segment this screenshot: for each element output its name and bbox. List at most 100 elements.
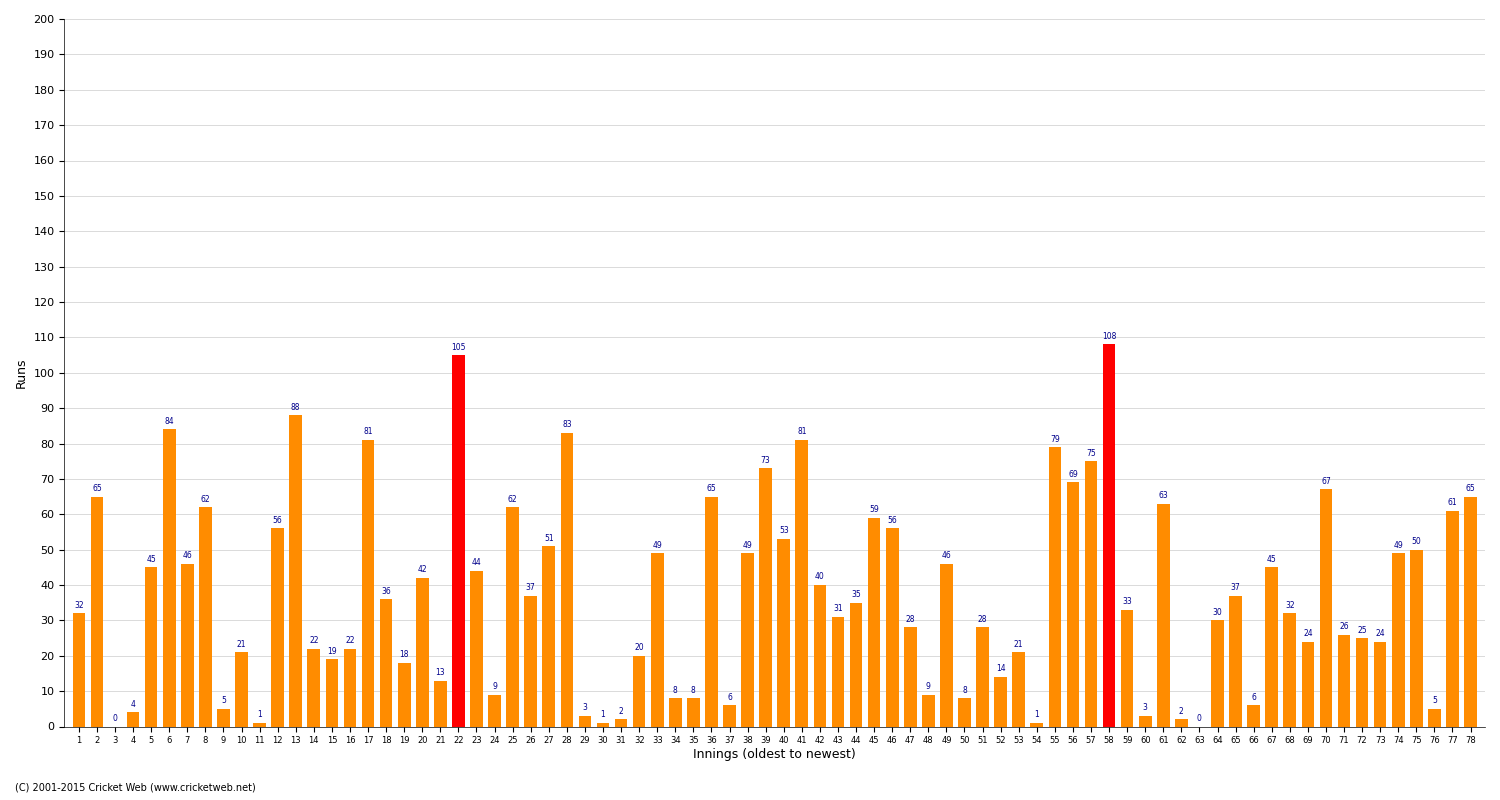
Text: 37: 37 (526, 583, 536, 592)
Text: 22: 22 (309, 636, 318, 645)
Text: 24: 24 (1376, 629, 1384, 638)
Bar (344, 649, 357, 726)
Bar (543, 546, 555, 726)
Text: 46: 46 (183, 551, 192, 560)
Text: 108: 108 (1102, 332, 1116, 341)
Text: 79: 79 (1050, 434, 1059, 443)
Bar (633, 656, 645, 726)
Bar (669, 698, 681, 726)
Text: 53: 53 (778, 526, 789, 535)
Bar (1446, 510, 1460, 726)
Text: 44: 44 (471, 558, 482, 567)
Bar (1230, 596, 1242, 726)
Text: 65: 65 (706, 484, 717, 493)
Bar (831, 617, 844, 726)
Bar (868, 518, 880, 726)
Text: 1: 1 (1035, 710, 1040, 719)
Bar (1120, 610, 1134, 726)
Text: 62: 62 (201, 494, 210, 504)
Bar (488, 694, 501, 726)
Bar (777, 539, 790, 726)
Bar (308, 649, 320, 726)
Text: 0: 0 (112, 714, 117, 723)
Text: (C) 2001-2015 Cricket Web (www.cricketweb.net): (C) 2001-2015 Cricket Web (www.cricketwe… (15, 782, 255, 792)
Bar (200, 507, 211, 726)
Bar (958, 698, 970, 726)
Text: 6: 6 (1251, 693, 1256, 702)
Text: 51: 51 (544, 534, 554, 542)
Text: 69: 69 (1068, 470, 1078, 479)
Bar (380, 599, 393, 726)
Bar (940, 564, 952, 726)
Text: 46: 46 (942, 551, 951, 560)
Text: 40: 40 (815, 573, 825, 582)
Bar (1174, 719, 1188, 726)
Bar (1013, 652, 1025, 726)
Bar (1284, 614, 1296, 726)
Text: 21: 21 (1014, 640, 1023, 649)
Text: 45: 45 (1268, 554, 1276, 564)
Bar (741, 553, 754, 726)
Bar (1464, 497, 1478, 726)
Text: 59: 59 (868, 506, 879, 514)
Bar (976, 627, 988, 726)
Text: 5: 5 (1432, 696, 1437, 706)
Text: 32: 32 (74, 601, 84, 610)
Text: 5: 5 (220, 696, 226, 706)
Y-axis label: Runs: Runs (15, 358, 28, 388)
Bar (1338, 634, 1350, 726)
Text: 81: 81 (363, 427, 374, 437)
Bar (182, 564, 194, 726)
Bar (705, 497, 718, 726)
Text: 6: 6 (728, 693, 732, 702)
Text: 37: 37 (1230, 583, 1240, 592)
Bar (398, 663, 411, 726)
Bar (1030, 723, 1042, 726)
Bar (1266, 567, 1278, 726)
Text: 42: 42 (417, 566, 428, 574)
Text: 21: 21 (237, 640, 246, 649)
Text: 67: 67 (1322, 477, 1330, 486)
Text: 1: 1 (600, 710, 606, 719)
Bar (217, 709, 229, 726)
Text: 61: 61 (1448, 498, 1458, 507)
Bar (723, 706, 736, 726)
Text: 81: 81 (796, 427, 807, 437)
Bar (1428, 709, 1440, 726)
Bar (795, 440, 808, 726)
Bar (470, 571, 483, 726)
Text: 28: 28 (906, 615, 915, 624)
Bar (1156, 504, 1170, 726)
Bar (1138, 716, 1152, 726)
Bar (507, 507, 519, 726)
Text: 56: 56 (273, 516, 282, 525)
Bar (90, 497, 104, 726)
Bar (1320, 490, 1332, 726)
Bar (1410, 550, 1422, 726)
Text: 35: 35 (850, 590, 861, 599)
Text: 13: 13 (435, 668, 445, 677)
Bar (326, 659, 338, 726)
Bar (452, 355, 465, 726)
Bar (1210, 620, 1224, 726)
Bar (1084, 461, 1098, 726)
Bar (849, 602, 862, 726)
Text: 0: 0 (1197, 714, 1202, 723)
Text: 31: 31 (833, 604, 843, 614)
Bar (236, 652, 248, 726)
Bar (272, 528, 284, 726)
Bar (1392, 553, 1404, 726)
Bar (525, 596, 537, 726)
Text: 49: 49 (742, 541, 753, 550)
Text: 65: 65 (1466, 484, 1476, 493)
Text: 75: 75 (1086, 449, 1096, 458)
Bar (1248, 706, 1260, 726)
Text: 36: 36 (381, 586, 392, 596)
Text: 49: 49 (652, 541, 662, 550)
Bar (362, 440, 375, 726)
Bar (146, 567, 158, 726)
Text: 33: 33 (1122, 598, 1132, 606)
Text: 62: 62 (509, 494, 518, 504)
Text: 24: 24 (1304, 629, 1312, 638)
Text: 4: 4 (130, 700, 135, 709)
